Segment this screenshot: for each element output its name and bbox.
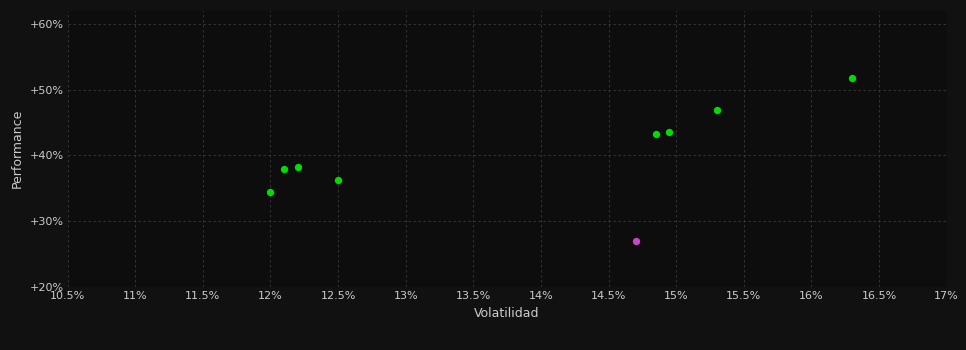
Point bbox=[290, 164, 305, 169]
Point bbox=[628, 238, 643, 244]
Point bbox=[662, 129, 677, 134]
Point bbox=[276, 166, 292, 171]
Y-axis label: Performance: Performance bbox=[11, 109, 24, 188]
Point bbox=[263, 189, 278, 194]
Point bbox=[648, 132, 664, 137]
Point bbox=[709, 107, 724, 113]
Point bbox=[844, 75, 860, 80]
X-axis label: Volatilidad: Volatilidad bbox=[474, 307, 540, 320]
Point bbox=[330, 177, 346, 182]
